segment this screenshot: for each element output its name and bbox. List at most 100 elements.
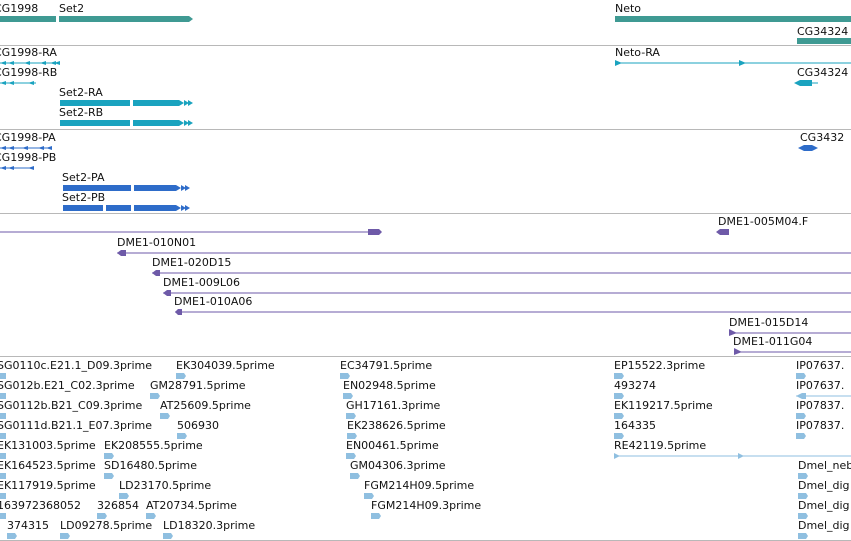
est-feature[interactable] <box>0 393 6 399</box>
est-feature[interactable] <box>798 493 808 499</box>
est-feature[interactable] <box>798 533 808 539</box>
est-feature[interactable] <box>614 455 851 457</box>
est-label[interactable]: IP07637. <box>796 359 845 372</box>
est-label[interactable]: EK131003.5prime <box>0 439 96 452</box>
gene-feature[interactable] <box>797 38 851 44</box>
transcript-label[interactable]: Set2-RA <box>59 86 103 99</box>
gene-label[interactable]: CG1998 <box>0 2 39 15</box>
est-feature[interactable] <box>346 413 356 419</box>
transcript-feature[interactable] <box>615 60 851 66</box>
cdna-feature[interactable] <box>152 270 851 276</box>
est-label[interactable]: LD09278.5prime <box>60 519 153 532</box>
est-feature[interactable] <box>146 513 156 519</box>
est-label[interactable]: SD16480.5prime <box>104 459 197 472</box>
est-label[interactable]: IP07837. <box>796 419 845 432</box>
est-label[interactable]: FGM214H09.3prime <box>371 499 482 512</box>
gene-label[interactable]: Neto <box>615 2 642 15</box>
protein-feature[interactable] <box>63 205 190 211</box>
est-feature[interactable] <box>796 433 806 439</box>
est-feature[interactable] <box>104 473 114 479</box>
est-label[interactable]: EK117919.5prime <box>0 479 96 492</box>
est-feature[interactable] <box>0 433 6 439</box>
est-label[interactable]: 493274 <box>614 379 656 392</box>
est-feature[interactable] <box>614 393 624 399</box>
est-label[interactable]: SG0112b.B21_C09.3prime <box>0 399 143 412</box>
cdna-label[interactable]: DME1-010N01 <box>117 236 197 249</box>
est-feature[interactable] <box>7 533 17 539</box>
est-feature[interactable] <box>97 513 107 519</box>
est-label[interactable]: 326854 <box>97 499 139 512</box>
transcript-feature[interactable] <box>0 61 60 65</box>
est-feature[interactable] <box>119 493 129 499</box>
est-feature[interactable] <box>0 473 6 479</box>
transcript-label[interactable]: CG1998-RB <box>0 66 58 79</box>
cdna-label[interactable]: DME1-011G04 <box>733 335 813 348</box>
protein-feature[interactable] <box>798 145 818 151</box>
est-label[interactable]: EK208555.5prime <box>104 439 203 452</box>
est-feature[interactable] <box>150 393 160 399</box>
est-label[interactable]: IP07637. <box>796 379 845 392</box>
est-feature[interactable] <box>346 453 356 459</box>
est-label[interactable]: EK164523.5prime <box>0 459 96 472</box>
est-label[interactable]: GM04306.3prime <box>350 459 446 472</box>
est-feature[interactable] <box>614 433 624 439</box>
transcript-feature[interactable] <box>60 120 193 126</box>
est-feature[interactable] <box>347 433 357 439</box>
est-feature[interactable] <box>364 493 374 499</box>
est-feature[interactable] <box>614 413 624 419</box>
est-feature[interactable] <box>796 373 806 379</box>
cdna-feature[interactable] <box>163 290 851 296</box>
est-label[interactable]: FGM214H09.5prime <box>364 479 475 492</box>
est-label[interactable]: Dmel_dig <box>798 499 850 512</box>
gene-feature[interactable] <box>59 16 193 22</box>
est-label[interactable]: RE42119.5prime <box>614 439 707 452</box>
est-feature[interactable] <box>796 395 851 397</box>
est-label[interactable]: 374315 <box>7 519 49 532</box>
est-label[interactable]: IP07837. <box>796 399 845 412</box>
transcript-label[interactable]: Set2-RB <box>59 106 104 119</box>
est-label[interactable]: Dmel_dig <box>798 479 850 492</box>
cdna-label[interactable]: DME1-015D14 <box>729 316 809 329</box>
protein-feature[interactable] <box>63 185 190 191</box>
est-label[interactable]: LD23170.5prime <box>119 479 212 492</box>
est-label[interactable]: AT25609.5prime <box>160 399 251 412</box>
est-feature[interactable] <box>160 413 170 419</box>
transcript-feature[interactable] <box>60 100 193 106</box>
cdna-feature[interactable] <box>0 229 382 235</box>
protein-label[interactable]: CG3432 <box>800 131 845 144</box>
est-feature[interactable] <box>796 413 806 419</box>
gene-label[interactable]: Set2 <box>59 2 85 15</box>
est-label[interactable]: EN02948.5prime <box>343 379 436 392</box>
transcript-label[interactable]: CG34324 <box>797 66 849 79</box>
est-feature[interactable] <box>0 453 6 459</box>
protein-label[interactable]: Set2-PA <box>62 171 105 184</box>
est-label[interactable]: SG0110c.E21.1_D09.3prime <box>0 359 152 372</box>
gene-feature[interactable] <box>0 16 56 22</box>
cdna-feature[interactable] <box>716 229 729 235</box>
cdna-label[interactable]: DME1-005M04.F <box>718 215 809 228</box>
est-feature[interactable] <box>0 493 6 499</box>
est-label[interactable]: SG012b.E21_C02.3prime <box>0 379 135 392</box>
est-label[interactable]: EK238626.5prime <box>347 419 446 432</box>
est-feature[interactable] <box>343 393 353 399</box>
protein-label[interactable]: CG1998-PB <box>0 151 57 164</box>
est-label[interactable]: Dmel_neb <box>798 459 851 472</box>
est-label[interactable]: 163972368052 <box>0 499 81 512</box>
cdna-feature[interactable] <box>729 329 851 336</box>
transcript-feature[interactable] <box>0 81 36 85</box>
est-label[interactable]: EP15522.3prime <box>614 359 706 372</box>
est-feature[interactable] <box>371 513 381 519</box>
est-feature[interactable] <box>798 513 808 519</box>
est-feature[interactable] <box>350 473 360 479</box>
transcript-label[interactable]: CG1998-RA <box>0 46 57 59</box>
gene-feature[interactable] <box>615 16 851 22</box>
cdna-label[interactable]: DME1-010A06 <box>174 295 253 308</box>
est-label[interactable]: AT20734.5prime <box>146 499 237 512</box>
protein-feature[interactable] <box>0 146 52 150</box>
gene-label[interactable]: CG34324 <box>797 25 849 38</box>
est-feature[interactable] <box>0 373 6 379</box>
est-label[interactable]: GM28791.5prime <box>150 379 246 392</box>
protein-label[interactable]: CG1998-PA <box>0 131 56 144</box>
cdna-label[interactable]: DME1-020D15 <box>152 256 232 269</box>
est-label[interactable]: 506930 <box>177 419 219 432</box>
